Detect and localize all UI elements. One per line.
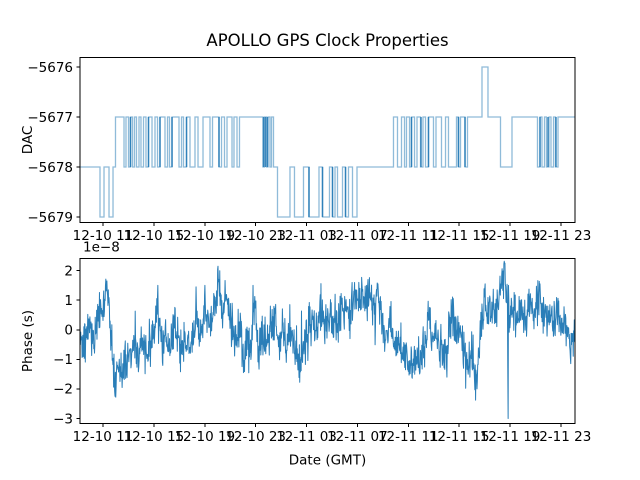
x-tick-label: 12-10 23: [225, 429, 286, 445]
x-tick-label: 12-11 11: [378, 429, 439, 445]
x-tick-label: 12-11 07: [327, 429, 388, 445]
axes-spines: [79, 57, 576, 223]
x-tick-label: 12-11 19: [480, 228, 541, 244]
plot-area: [80, 66, 575, 218]
y-tick-label: −3: [53, 411, 73, 427]
x-tick-label: 12-11 23: [531, 228, 592, 244]
chart-title: APOLLO GPS Clock Properties: [206, 31, 448, 50]
x-tick-label: 12-11 11: [378, 228, 439, 244]
x-tick-label: 12-11 23: [531, 429, 592, 445]
x-tick-label: 12-11 15: [429, 228, 490, 244]
x-tick-label: 12-10 19: [174, 228, 235, 244]
phase-noise-line: [80, 260, 575, 419]
y-tick-label: −5677: [27, 110, 73, 126]
x-tick-label: 12-10 11: [73, 429, 134, 445]
plot-area: [80, 260, 575, 419]
axes-spines: [79, 258, 576, 424]
x-tick-label: 12-11 03: [276, 429, 337, 445]
y-tick-label: −5676: [27, 60, 73, 76]
x-tick-label: 12-10 11: [73, 228, 134, 244]
x-tick-label: 12-10 23: [225, 228, 286, 244]
dac-step-line: [80, 66, 575, 218]
y-tick-label: −5678: [27, 160, 73, 176]
phase-y-axis-label: Phase (s): [20, 310, 36, 372]
y-tick-label: −1: [53, 352, 73, 368]
y-tick-label: 0: [64, 323, 73, 339]
dac-y-axis-label: DAC: [20, 126, 36, 155]
x-tick-label: 12-11 03: [276, 228, 337, 244]
y-tick-label: 1: [64, 293, 73, 309]
x-tick-label: 12-11 07: [327, 228, 388, 244]
x-tick-label: 12-10 19: [174, 429, 235, 445]
x-tick-label: 12-11 15: [429, 429, 490, 445]
x-tick-label: 12-10 15: [124, 429, 185, 445]
x-tick-label: 12-10 15: [124, 228, 185, 244]
y-tick-label: −2: [53, 382, 73, 398]
y-tick-label: −5679: [27, 210, 73, 226]
x-tick-label: 12-11 19: [480, 429, 541, 445]
y-tick-label: 2: [64, 263, 73, 279]
date-x-axis-label: Date (GMT): [289, 453, 366, 469]
y-axis-offset-text: 1e−8: [83, 240, 120, 256]
